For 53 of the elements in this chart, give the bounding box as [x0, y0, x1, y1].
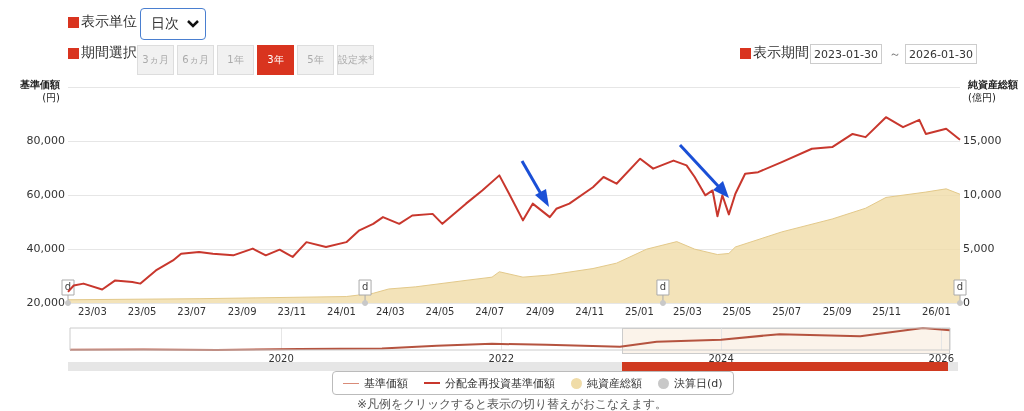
x-tick-label: 25/05 — [722, 305, 752, 317]
x-tick-label: 23/11 — [277, 305, 307, 317]
x-tick-label: 25/07 — [772, 305, 802, 317]
x-tick-label: 24/05 — [425, 305, 455, 317]
x-tick-label: 23/05 — [127, 305, 157, 317]
y2-tick-label: 5,000 — [963, 242, 995, 256]
legend-label: 純資産総額 — [587, 375, 642, 391]
x-tick-label: 2026 — [928, 352, 954, 364]
text: ※凡例をクリックすると表示の切り替えがおこなえます。 — [355, 396, 669, 411]
data-label: d — [361, 281, 369, 293]
x-tick-label: 24/07 — [475, 305, 504, 317]
x-tick-label: 24/11 — [575, 305, 605, 317]
text: 表示単位 — [81, 13, 137, 31]
legend-label: 決算日(d) — [674, 375, 723, 391]
y2-tick-label: 15,000 — [963, 134, 1002, 148]
text: 2026-01-30 — [905, 44, 977, 64]
text: 5年 — [297, 45, 334, 75]
text: 1年 — [217, 45, 254, 75]
y-tick-label: 60,000 — [26, 188, 65, 202]
text: 3ヵ月 — [137, 45, 174, 75]
legend-label: 基準価額 — [364, 375, 408, 391]
x-tick-label: 24/03 — [375, 305, 405, 317]
x-tick-label: 25/01 — [624, 305, 654, 317]
y-axis-title: 基準価額 (円) — [19, 79, 61, 103]
y-tick-label: 80,000 — [26, 134, 65, 148]
x-tick-label: 25/03 — [672, 305, 702, 317]
x-tick-label: 24/01 — [327, 305, 356, 317]
x-tick-label: 23/07 — [177, 305, 207, 317]
y2-axis-title: 純資産総額 (億円) — [967, 79, 1018, 103]
x-tick-label: 2022 — [488, 352, 514, 364]
text: 期間選択 — [81, 44, 137, 62]
y2-tick-label: 10,000 — [963, 188, 1002, 202]
x-tick-label: 23/09 — [227, 305, 257, 317]
x-tick-label: 26/01 — [921, 305, 951, 317]
x-tick-label: 2024 — [708, 352, 734, 364]
dropdown: 日次 — [140, 8, 206, 40]
x-tick-label: 25/09 — [822, 305, 852, 317]
x-tick-label: 24/09 — [525, 305, 555, 317]
text: 表示期間 — [753, 44, 809, 62]
text: 3年 — [257, 45, 294, 75]
x-tick-label: 25/11 — [872, 305, 902, 317]
text: 6ヵ月 — [177, 45, 214, 75]
data-label: d — [659, 281, 667, 293]
text: 2023-01-30 — [810, 44, 882, 64]
text: ～ — [889, 46, 901, 63]
legend-label: 分配金再投資基準価額 — [445, 375, 555, 391]
y-tick-label: 20,000 — [26, 295, 65, 309]
x-tick-label: 2020 — [268, 352, 294, 364]
y-tick-label: 40,000 — [26, 242, 65, 256]
text: 設定来* — [337, 45, 374, 75]
x-tick-label: 23/03 — [78, 305, 107, 317]
data-label: d — [956, 281, 964, 293]
y2-tick-label: 0 — [963, 295, 970, 309]
